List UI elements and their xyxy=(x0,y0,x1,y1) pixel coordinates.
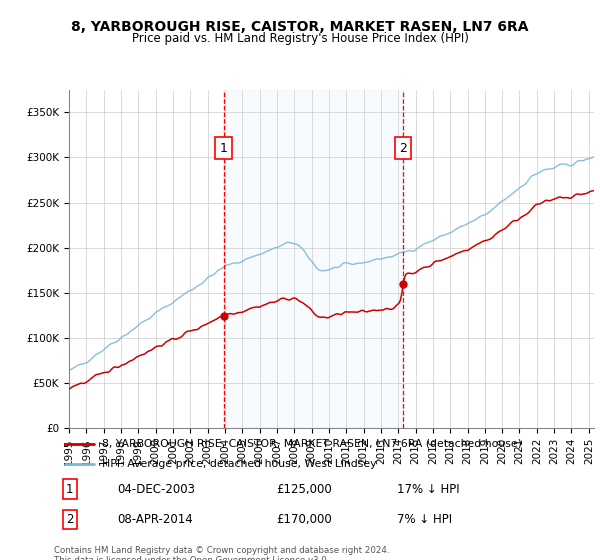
Text: 2: 2 xyxy=(399,142,407,155)
Text: 8, YARBOROUGH RISE, CAISTOR, MARKET RASEN, LN7 6RA: 8, YARBOROUGH RISE, CAISTOR, MARKET RASE… xyxy=(71,20,529,34)
Text: 17% ↓ HPI: 17% ↓ HPI xyxy=(397,483,460,496)
Text: £125,000: £125,000 xyxy=(276,483,332,496)
Text: 2: 2 xyxy=(66,513,74,526)
Text: Price paid vs. HM Land Registry's House Price Index (HPI): Price paid vs. HM Land Registry's House … xyxy=(131,32,469,45)
Text: 7% ↓ HPI: 7% ↓ HPI xyxy=(397,513,452,526)
Text: 1: 1 xyxy=(66,483,74,496)
Text: Contains HM Land Registry data © Crown copyright and database right 2024.
This d: Contains HM Land Registry data © Crown c… xyxy=(54,546,389,560)
Text: £170,000: £170,000 xyxy=(276,513,332,526)
Text: 04-DEC-2003: 04-DEC-2003 xyxy=(118,483,196,496)
Text: 08-APR-2014: 08-APR-2014 xyxy=(118,513,193,526)
Bar xyxy=(224,90,403,428)
Text: 8, YARBOROUGH RISE, CAISTOR, MARKET RASEN, LN7 6RA (detached house): 8, YARBOROUGH RISE, CAISTOR, MARKET RASE… xyxy=(101,439,521,449)
Text: HPI: Average price, detached house, West Lindsey: HPI: Average price, detached house, West… xyxy=(101,459,376,469)
Text: 1: 1 xyxy=(220,142,227,155)
